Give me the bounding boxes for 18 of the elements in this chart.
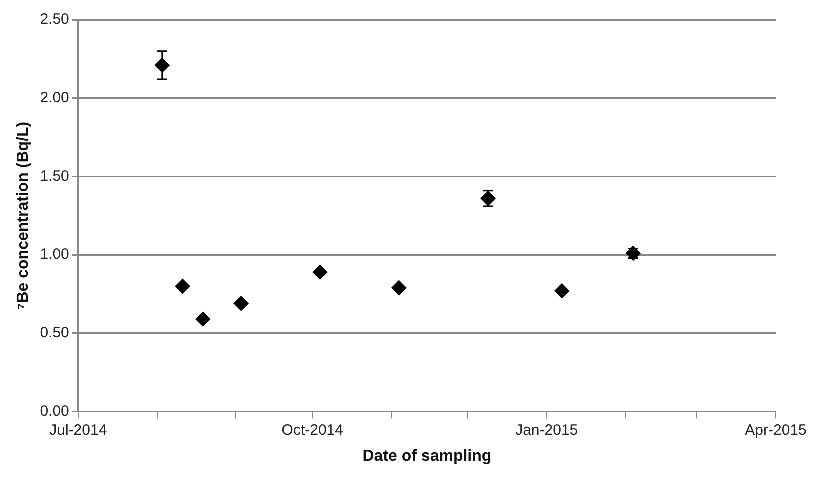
y-tick-label: 1.50 <box>40 168 70 185</box>
point <box>554 284 570 299</box>
x-tick-label: Apr-2015 <box>745 422 807 439</box>
x-tick-label: Jul-2014 <box>50 422 108 439</box>
y-tick-label: 1.00 <box>40 246 70 264</box>
x-axis-title: Date of sampling <box>362 448 492 465</box>
point <box>196 312 211 327</box>
y-tick-label: 0.50 <box>40 324 70 342</box>
x-tick-label: Oct-2014 <box>282 422 344 439</box>
x-tick-label: Jan-2015 <box>516 422 578 439</box>
y-axis-title: ⁷Be concentration (Bq/L) <box>15 122 32 310</box>
point <box>234 296 249 312</box>
y-tick-label: 0.00 <box>40 402 70 420</box>
point <box>312 264 328 280</box>
point <box>175 278 190 294</box>
y-tick-label: 2.50 <box>40 11 70 28</box>
point <box>392 280 407 296</box>
y-tick-label: 2.00 <box>40 90 70 106</box>
